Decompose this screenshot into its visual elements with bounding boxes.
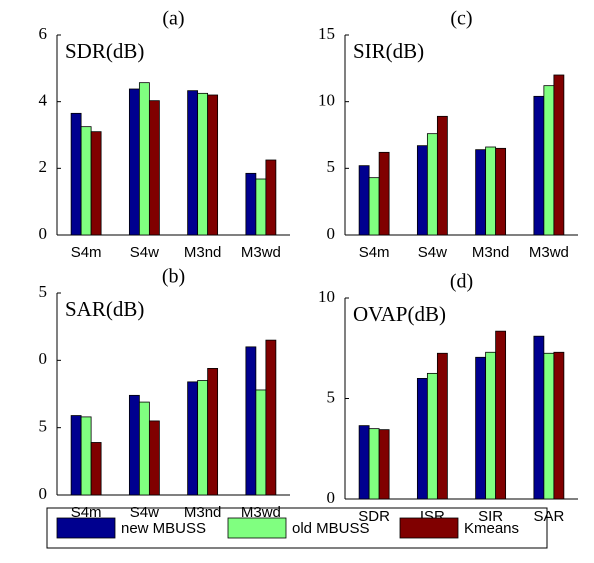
y-tick-label: 6 — [39, 24, 48, 43]
y-tick-label: 0 — [39, 349, 48, 368]
x-tick-label: SIR — [478, 508, 503, 525]
bar — [138, 401, 150, 496]
x-tick-label: M3wd — [241, 504, 281, 521]
y-tick-label: 5 — [327, 387, 336, 406]
x-tick-label: M3nd — [184, 244, 222, 261]
bar — [533, 335, 545, 500]
bar — [245, 346, 257, 496]
x-tick-label: SAR — [533, 508, 564, 525]
legend-swatch — [227, 517, 287, 539]
bar — [90, 131, 102, 236]
y-tick-label: 0 — [39, 484, 48, 503]
bar — [495, 147, 507, 236]
chart-title: (d) — [450, 271, 473, 293]
bar — [187, 381, 199, 496]
y-tick-label: 5 — [39, 282, 48, 301]
x-tick-label: SDR — [358, 508, 390, 525]
bar — [197, 380, 209, 496]
annotation: OVAP(dB) — [353, 302, 446, 326]
annotation: SDR(dB) — [65, 39, 144, 63]
bar — [358, 165, 370, 236]
bar — [358, 425, 370, 500]
x-tick-label: M3wd — [241, 244, 281, 261]
bar — [495, 330, 507, 500]
bar — [128, 88, 140, 236]
bar — [553, 74, 565, 236]
bar — [368, 177, 380, 236]
bar — [485, 351, 497, 500]
y-tick-label: 0 — [327, 488, 336, 507]
bar — [378, 429, 390, 500]
bar — [90, 442, 102, 496]
bar — [553, 351, 565, 500]
x-tick-label: S4m — [71, 244, 102, 261]
bar — [245, 172, 257, 236]
y-tick-label: 0 — [327, 224, 336, 243]
bar — [255, 389, 267, 496]
bar — [207, 94, 219, 236]
bar — [80, 126, 92, 236]
bar — [475, 356, 487, 500]
x-tick-label: M3wd — [529, 244, 569, 261]
bar — [265, 339, 277, 496]
bar — [70, 415, 82, 496]
x-tick-label: S4w — [418, 244, 447, 261]
bar — [436, 352, 448, 500]
y-tick-label: 4 — [39, 91, 48, 110]
legend-swatch — [56, 517, 116, 539]
bar — [485, 146, 497, 236]
bar — [368, 428, 380, 500]
bar — [426, 133, 438, 236]
x-tick-label: M3nd — [184, 504, 222, 521]
bar — [416, 145, 428, 236]
bar — [187, 90, 199, 236]
bar — [148, 420, 160, 496]
legend-label: Kmeans — [464, 520, 519, 537]
x-tick-label: S4w — [130, 504, 159, 521]
y-tick-label: 15 — [318, 24, 335, 43]
y-tick-label: 10 — [318, 91, 335, 110]
bar — [426, 372, 438, 500]
x-tick-label: S4w — [130, 244, 159, 261]
x-tick-label: S4m — [71, 504, 102, 521]
bar — [475, 149, 487, 236]
y-tick-label: 0 — [39, 224, 48, 243]
bar — [543, 85, 555, 236]
y-tick-label: 10 — [318, 287, 335, 306]
bar — [80, 416, 92, 496]
chart-title: (b) — [162, 266, 185, 288]
chart-title: (a) — [162, 8, 184, 30]
bar — [197, 92, 209, 236]
annotation: SAR(dB) — [65, 297, 144, 321]
bar — [255, 178, 267, 236]
legend-label: old MBUSS — [292, 520, 370, 537]
x-tick-label: M3nd — [472, 244, 510, 261]
bar — [436, 115, 448, 236]
y-tick-label: 5 — [327, 157, 336, 176]
y-tick-label: 2 — [39, 157, 48, 176]
legend-swatch — [399, 517, 459, 539]
bar — [543, 352, 555, 500]
legend-box — [46, 507, 548, 549]
bar — [138, 82, 150, 236]
bar — [416, 377, 428, 500]
chart-title: (c) — [450, 8, 472, 30]
legend-label: new MBUSS — [121, 520, 206, 537]
bar — [128, 394, 140, 496]
bar — [148, 100, 160, 236]
bar — [70, 112, 82, 236]
bar — [533, 95, 545, 236]
bar — [207, 368, 219, 496]
annotation: SIR(dB) — [353, 39, 424, 63]
bar — [378, 151, 390, 236]
y-tick-label: 5 — [39, 417, 48, 436]
x-tick-label: S4m — [359, 244, 390, 261]
bar — [265, 159, 277, 236]
